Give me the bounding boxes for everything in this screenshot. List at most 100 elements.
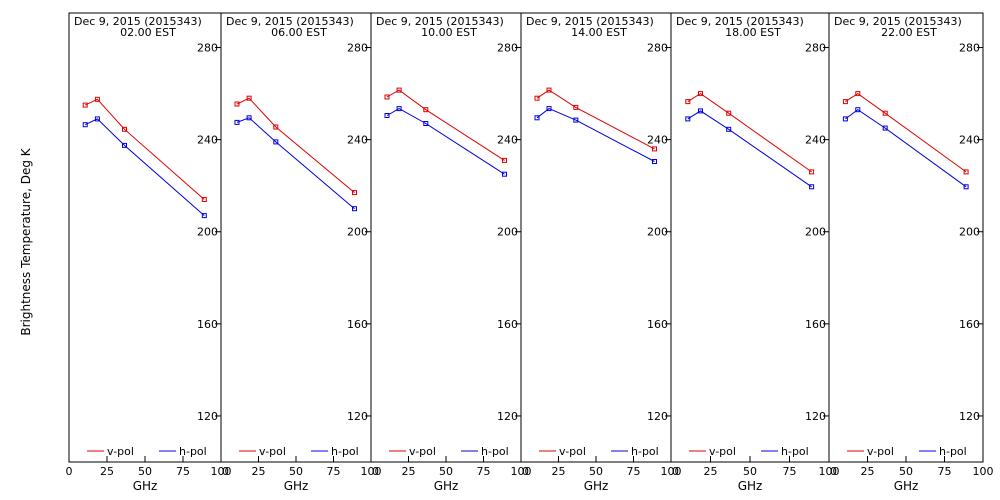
x-tick-label: 0 — [830, 465, 837, 478]
x-tick-label: 50 — [138, 465, 152, 478]
series-line-v-pol — [84, 98, 205, 200]
data-point-h-pol — [842, 116, 848, 122]
data-point-v-pol — [273, 124, 279, 130]
data-point-h-pol — [502, 171, 507, 177]
data-point-h-pol — [685, 116, 691, 122]
x-axis-label: GHz — [738, 479, 763, 493]
x-axis-label: GHz — [434, 479, 459, 493]
x-tick-label: 0 — [372, 465, 379, 478]
y-tick-label: 120 — [959, 410, 980, 423]
data-point-v-pol — [234, 101, 240, 107]
panel-6: Dec 9, 2015 (2015343)22.00 EST 120 160 200 2… — [828, 12, 994, 493]
data-point-h-pol — [352, 206, 357, 212]
data-point-v-pol — [963, 169, 969, 175]
legend-label-v-pol: v-pol — [409, 445, 436, 458]
y-tick-label: 160 — [805, 318, 826, 331]
y-tick-label: 240 — [647, 134, 668, 147]
legend-label-h-pol: h-pol — [179, 445, 207, 458]
x-tick-label: 25 — [704, 465, 718, 478]
x-tick-label: 100 — [819, 465, 840, 478]
x-tick-label: 100 — [361, 465, 382, 478]
panel-title-time: 22.00 EST — [881, 26, 937, 39]
data-point-v-pol — [685, 99, 691, 105]
x-tick-label: 0 — [66, 465, 73, 478]
y-tick-label: 160 — [347, 318, 368, 331]
y-tick-label: 280 — [647, 42, 668, 55]
panel-title-date: Dec 9, 2015 (2015343) — [834, 15, 962, 28]
y-tick-label: 200 — [347, 226, 368, 239]
data-point-h-pol — [246, 115, 252, 121]
legend-label-h-pol: h-pol — [481, 445, 509, 458]
data-point-v-pol — [842, 99, 848, 105]
data-point-v-pol — [882, 110, 888, 116]
series-line-h-pol — [236, 117, 355, 210]
y-tick-label: 240 — [197, 134, 218, 147]
data-point-h-pol — [652, 159, 657, 164]
y-tick-label: 160 — [497, 318, 518, 331]
x-axis-label: GHz — [584, 479, 609, 493]
y-axis-label: Brightness Temperature, Deg K — [19, 147, 33, 335]
x-axis-label: GHz — [284, 479, 309, 493]
x-tick-label: 75 — [327, 465, 341, 478]
data-point-h-pol — [963, 184, 969, 190]
legend-label-h-pol: h-pol — [781, 445, 809, 458]
y-tick-label: 120 — [197, 410, 218, 423]
panel-title-time: 10.00 EST — [421, 26, 477, 39]
series-line-h-pol — [84, 118, 205, 216]
data-point-v-pol — [809, 169, 815, 175]
data-point-v-pol — [352, 190, 357, 196]
panel-title-date: Dec 9, 2015 (2015343) — [676, 15, 804, 28]
data-point-h-pol — [122, 142, 127, 148]
legend-label-h-pol: h-pol — [331, 445, 359, 458]
y-tick-label: 280 — [197, 42, 218, 55]
x-tick-label: 0 — [222, 465, 229, 478]
x-tick-label: 50 — [439, 465, 453, 478]
panel-title-date: Dec 9, 2015 (2015343) — [74, 15, 202, 28]
y-tick-label: 280 — [805, 42, 826, 55]
x-tick-label: 0 — [672, 465, 679, 478]
panel-3: Dec 9, 2015 (2015343)10.00 EST 120 160 200 2… — [370, 12, 532, 493]
x-tick-label: 100 — [511, 465, 532, 478]
x-axis-label: GHz — [133, 479, 158, 493]
x-axis-label: GHz — [894, 479, 919, 493]
data-point-v-pol — [396, 87, 402, 93]
legend-label-v-pol: v-pol — [107, 445, 134, 458]
data-point-v-pol — [573, 104, 579, 110]
data-point-h-pol — [273, 139, 279, 145]
data-point-h-pol — [726, 126, 732, 132]
series-line-h-pol — [845, 109, 967, 188]
data-point-v-pol — [94, 96, 100, 102]
legend-label-h-pol: h-pol — [631, 445, 659, 458]
y-tick-label: 280 — [959, 42, 980, 55]
panel-title-date: Dec 9, 2015 (2015343) — [376, 15, 504, 28]
data-point-h-pol — [698, 108, 703, 114]
x-tick-label: 75 — [627, 465, 641, 478]
series-line-v-pol — [845, 92, 967, 173]
x-tick-label: 25 — [252, 465, 266, 478]
y-tick-label: 280 — [497, 42, 518, 55]
y-tick-label: 240 — [497, 134, 518, 147]
series-line-h-pol — [687, 110, 812, 188]
y-tick-label: 200 — [959, 226, 980, 239]
y-tick-label: 280 — [347, 42, 368, 55]
data-point-v-pol — [726, 110, 732, 116]
legend-label-v-pol: v-pol — [559, 445, 586, 458]
data-point-h-pol — [809, 184, 815, 190]
y-tick-label: 240 — [959, 134, 980, 147]
data-point-h-pol — [384, 113, 390, 118]
data-point-h-pol — [855, 107, 861, 113]
panel-title-time: 02.00 EST — [120, 26, 176, 39]
series-line-v-pol — [386, 89, 505, 161]
data-point-v-pol — [423, 107, 429, 113]
panel-title-date: Dec 9, 2015 (2015343) — [526, 15, 654, 28]
data-point-v-pol — [502, 157, 507, 163]
panel-title-time: 14.00 EST — [571, 26, 627, 39]
y-tick-label: 200 — [805, 226, 826, 239]
legend-label-v-pol: v-pol — [867, 445, 894, 458]
panel-5: Dec 9, 2015 (2015343)18.00 EST 120 160 200 2… — [670, 12, 840, 493]
legend-label-h-pol: h-pol — [939, 445, 967, 458]
data-point-h-pol — [234, 119, 240, 125]
x-tick-label: 100 — [973, 465, 994, 478]
x-tick-label: 25 — [100, 465, 114, 478]
